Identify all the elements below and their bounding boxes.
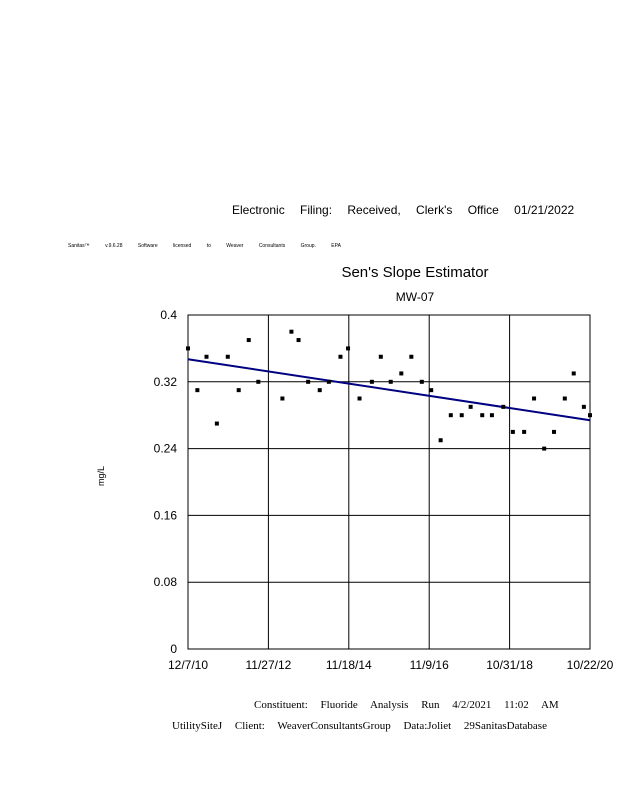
y-tick-label: 0.4 — [160, 308, 177, 322]
data-point — [306, 379, 311, 384]
data-point — [236, 388, 241, 393]
data-point — [317, 388, 322, 393]
data-point — [552, 429, 557, 434]
data-point — [489, 413, 494, 418]
data-point — [459, 413, 464, 418]
sens-slope-trend-line — [187, 358, 591, 422]
data-point — [438, 438, 443, 443]
data-point — [289, 329, 294, 334]
data-point — [369, 379, 374, 384]
x-tick-label: 11/9/16 — [410, 658, 449, 672]
y-tick-label: 0 — [170, 642, 177, 656]
chart-subtitle: MW-07 — [395, 290, 435, 304]
data-point — [532, 396, 537, 401]
x-tick-label: 10/31/18 — [486, 658, 533, 672]
data-point — [378, 354, 383, 359]
footer-site-info: UtilitySiteJ Client: WeaverConsultantsGr… — [172, 720, 547, 732]
data-point — [501, 404, 506, 409]
y-tick-label: 0.08 — [154, 575, 178, 589]
filing-header: Electronic Filing: Received, Clerk's Off… — [232, 203, 575, 217]
plot-frame — [187, 314, 591, 650]
y-tick-label: 0.24 — [154, 442, 178, 456]
data-point — [204, 354, 209, 359]
data-point — [429, 388, 434, 393]
data-point — [214, 421, 219, 426]
data-point — [256, 379, 261, 384]
data-point — [542, 446, 547, 451]
data-point — [448, 413, 453, 418]
data-point — [571, 371, 576, 376]
data-point — [581, 404, 586, 409]
data-point — [195, 388, 200, 393]
data-point — [409, 354, 414, 359]
y-tick-label: 0.16 — [154, 508, 178, 522]
data-point — [357, 396, 362, 401]
data-point — [399, 371, 404, 376]
data-point — [522, 429, 527, 434]
data-point — [468, 404, 473, 409]
data-point — [346, 346, 351, 351]
data-point — [588, 413, 592, 418]
data-point — [186, 346, 190, 351]
x-tick-label: 12/7/10 — [168, 658, 208, 672]
data-point — [280, 396, 285, 401]
license-text: Sanitas™ v.9.6.28 Software licensed to W… — [68, 243, 341, 249]
data-point — [510, 429, 515, 434]
y-tick-label: 0.32 — [154, 375, 178, 389]
footer-constituent: Constituent: Fluoride Analysis Run 4/2/2… — [254, 699, 559, 711]
x-tick-label: 11/18/14 — [326, 658, 372, 672]
data-point — [296, 338, 301, 343]
data-point — [225, 354, 230, 359]
data-point — [480, 413, 485, 418]
chart-title: Sen's Slope Estimator — [341, 264, 489, 281]
data-point — [246, 338, 251, 343]
data-point — [388, 379, 393, 384]
x-tick-label: 11/27/12 — [245, 658, 291, 672]
x-tick-label: 10/22/20 — [567, 658, 614, 672]
data-point — [338, 354, 343, 359]
data-point — [562, 396, 567, 401]
data-point — [419, 379, 424, 384]
data-point — [326, 379, 331, 384]
